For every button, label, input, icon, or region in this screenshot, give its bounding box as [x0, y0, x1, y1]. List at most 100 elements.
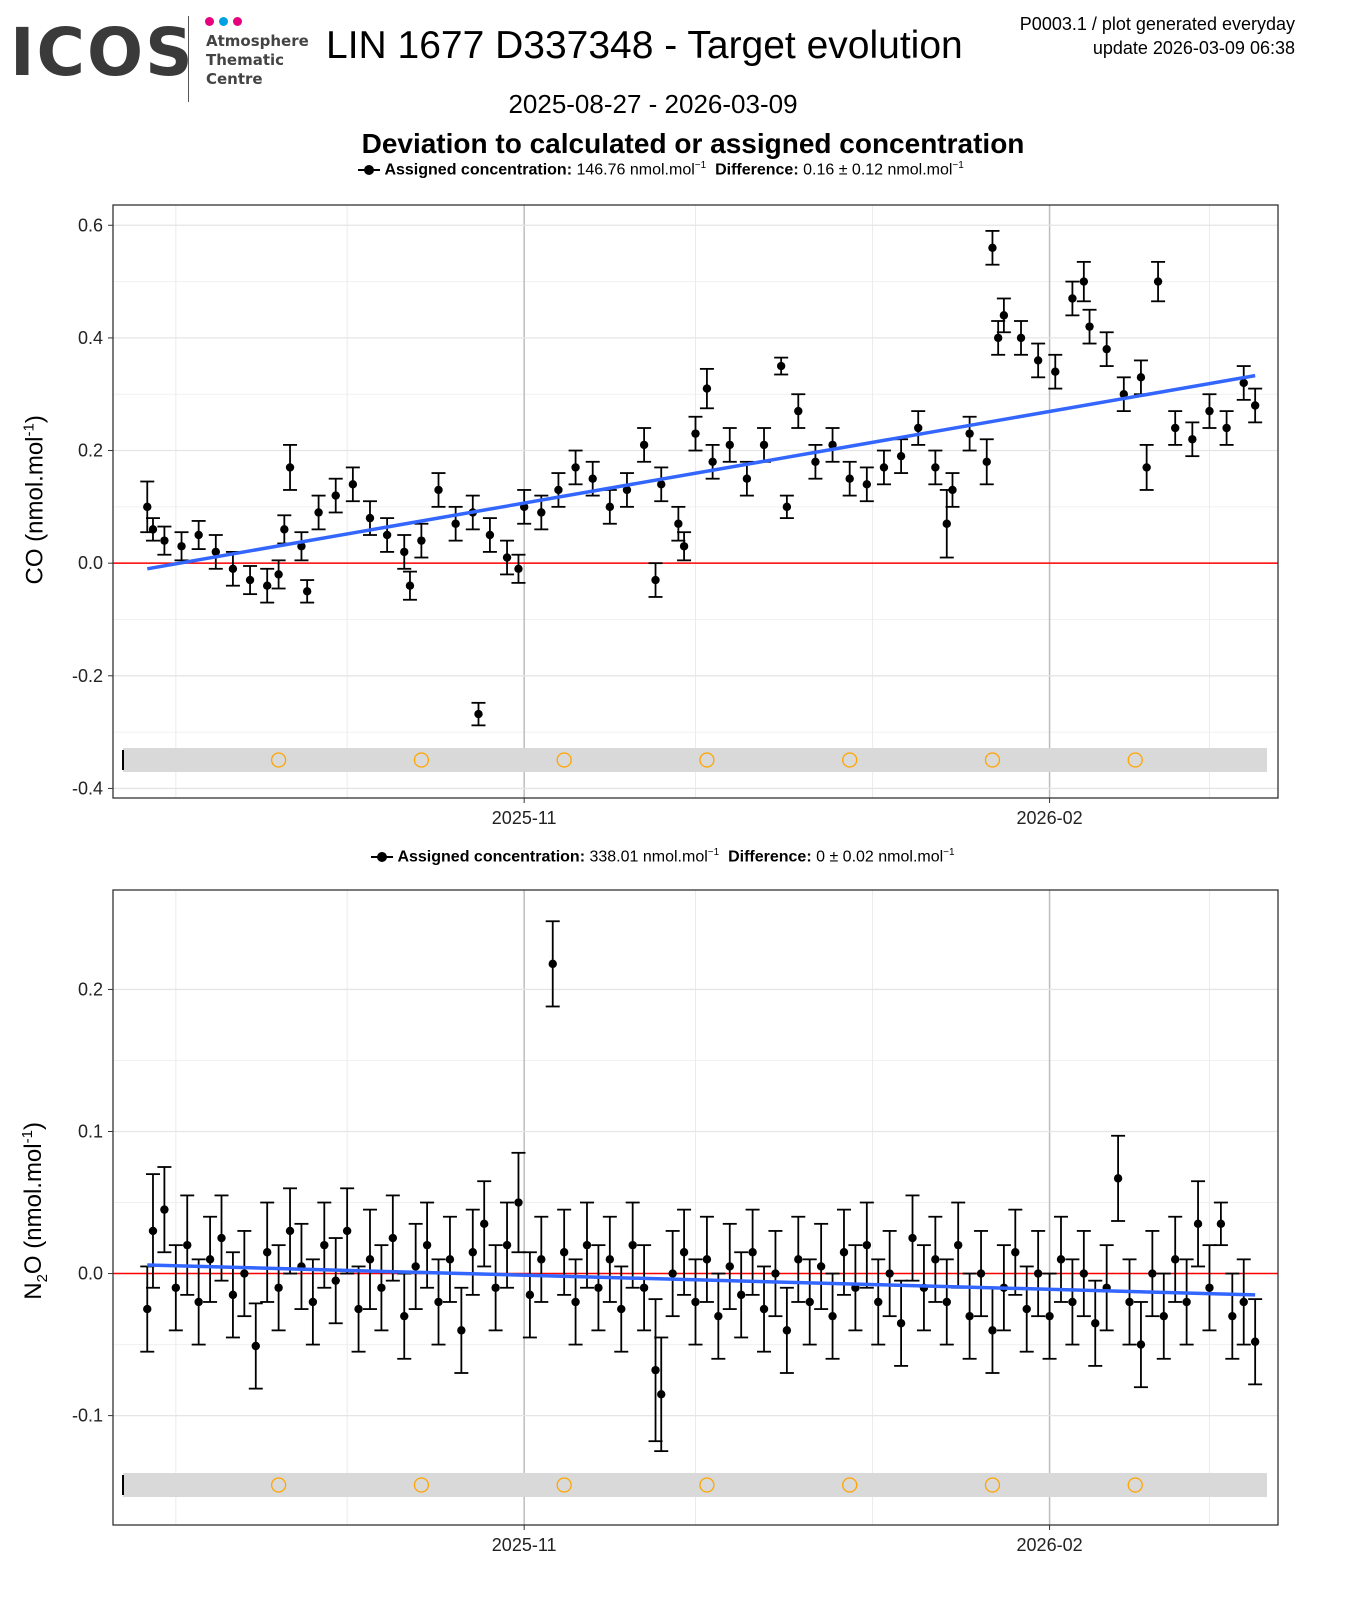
- point-marker: [862, 1240, 872, 1250]
- point-marker: [839, 1248, 849, 1257]
- logo-divider: [188, 16, 189, 102]
- point-marker: [953, 1240, 963, 1250]
- data-point: [1168, 410, 1183, 446]
- point-marker: [1136, 1340, 1146, 1349]
- point-marker: [1136, 373, 1146, 382]
- data-point: [1151, 260, 1166, 303]
- data-point: [951, 1201, 966, 1289]
- point-marker: [588, 474, 597, 483]
- point-marker: [914, 423, 923, 433]
- point-marker: [782, 1326, 792, 1335]
- data-point: [579, 1201, 594, 1289]
- point-marker: [896, 1319, 906, 1328]
- trend-line: [147, 1263, 1256, 1297]
- data-point: [431, 472, 446, 508]
- data-point: [905, 1194, 920, 1282]
- data-point: [397, 534, 412, 570]
- point-marker: [862, 480, 872, 489]
- point-marker: [965, 429, 974, 438]
- logo-dot-icon: [219, 17, 228, 26]
- point-marker: [828, 440, 837, 450]
- data-point: [985, 230, 1000, 266]
- point-marker: [1085, 322, 1094, 331]
- data-point: [1099, 1244, 1114, 1332]
- point-marker: [405, 581, 415, 590]
- x-tick-label: 2026-02: [1017, 1535, 1083, 1555]
- point-marker: [657, 1390, 666, 1399]
- data-point: [979, 438, 994, 486]
- data-point: [1065, 1258, 1080, 1346]
- point-marker: [514, 1198, 523, 1207]
- y-tick-label: 0.2: [78, 441, 103, 461]
- page-title: LIN 1677 D337348 - Target evolution: [326, 24, 963, 67]
- point-marker: [702, 384, 712, 393]
- data-point: [180, 1194, 195, 1296]
- data-point: [1213, 1201, 1228, 1247]
- unit-exponent: −1: [943, 847, 955, 858]
- point-marker: [285, 463, 295, 472]
- data-point: [225, 551, 240, 587]
- y-tick-label: 0.4: [78, 328, 103, 348]
- point-marker: [651, 1365, 660, 1375]
- point-marker: [1250, 1337, 1260, 1346]
- data-point: [1236, 1258, 1251, 1346]
- point-marker: [725, 440, 734, 450]
- data-point: [1168, 1215, 1183, 1303]
- point-marker: [1216, 1219, 1226, 1229]
- point-marker: [537, 508, 546, 517]
- point-marker: [1068, 1297, 1077, 1307]
- band-marker-icon: [984, 752, 1001, 768]
- point-marker: [537, 1255, 546, 1264]
- point-marker: [1068, 294, 1077, 303]
- marker-band: [123, 748, 1267, 772]
- point-marker: [262, 581, 272, 590]
- data-point: [374, 1244, 389, 1332]
- point-marker: [451, 519, 460, 528]
- marker-band: [123, 1473, 1267, 1497]
- data-point: [1145, 1230, 1160, 1318]
- band-marker-icon: [413, 752, 430, 768]
- data-point: [1191, 1180, 1206, 1268]
- data-point: [619, 472, 634, 508]
- data-point: [894, 438, 909, 474]
- band-marker-icon: [984, 1477, 1001, 1493]
- point-marker: [1142, 463, 1151, 472]
- point-marker: [999, 311, 1009, 320]
- legend-assigned-label: Assigned concentration:: [384, 161, 573, 179]
- data-point: [1202, 393, 1217, 429]
- point-marker: [759, 1304, 769, 1314]
- band-marker-icon: [556, 752, 572, 768]
- data-point: [688, 1258, 703, 1346]
- legend-assigned-label: Assigned concentration:: [397, 848, 586, 866]
- data-point: [648, 562, 663, 598]
- point-marker: [1051, 367, 1060, 376]
- data-point: [825, 1272, 840, 1360]
- logo-dot-icon: [205, 17, 214, 26]
- legend-assigned-value: 146.76 nmol.mol: [576, 161, 695, 179]
- x-tick-label: 2026-02: [1017, 808, 1083, 828]
- y-tick-label: 0.0: [78, 553, 103, 573]
- chart-subtitle: Deviation to calculated or assigned conc…: [361, 128, 1025, 159]
- data-point: [871, 1258, 886, 1346]
- data-point: [688, 415, 703, 452]
- point-marker: [794, 406, 803, 416]
- point-marker: [331, 491, 340, 500]
- point-marker: [896, 451, 906, 461]
- point-marker: [211, 547, 220, 557]
- point-marker: [148, 1226, 158, 1236]
- data-point: [722, 1222, 737, 1310]
- legend-diff-value: 0.16 ± 0.12 nmol.mol: [803, 161, 953, 179]
- data-point: [168, 1244, 183, 1332]
- point-marker: [194, 530, 203, 540]
- point-marker: [976, 1269, 986, 1278]
- point-marker: [691, 1297, 700, 1307]
- data-point: [705, 444, 720, 480]
- point-marker: [1091, 1319, 1100, 1328]
- data-point: [779, 1286, 794, 1374]
- data-point: [340, 1187, 355, 1275]
- data-point: [911, 410, 926, 446]
- data-point: [362, 1208, 377, 1310]
- data-point: [1019, 1265, 1034, 1353]
- data-point: [791, 393, 806, 429]
- meta-update: update 2026-03-09 06:38: [1092, 38, 1295, 58]
